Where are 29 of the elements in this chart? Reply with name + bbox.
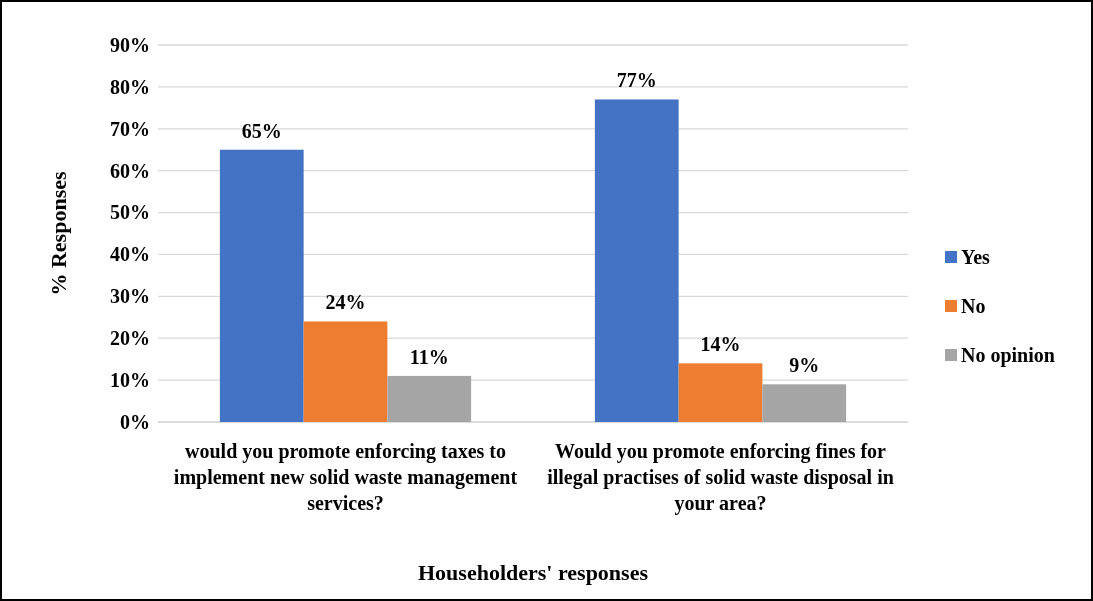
y-tick-label: 10% xyxy=(110,369,150,392)
data-label: 11% xyxy=(409,345,449,368)
legend-label: No opinion xyxy=(961,344,1055,367)
y-tick-label: 50% xyxy=(110,201,150,224)
data-label: 77% xyxy=(616,69,657,92)
x-axis-title: Householders' responses xyxy=(417,560,649,585)
legend-label: No xyxy=(961,295,986,317)
data-label: 14% xyxy=(700,333,741,356)
bar xyxy=(303,321,388,422)
y-tick-label: 70% xyxy=(110,117,150,140)
bar xyxy=(387,375,472,422)
y-tick-label: 40% xyxy=(110,243,150,266)
y-axis-title: % Responses xyxy=(46,171,71,296)
y-tick-label: 90% xyxy=(110,33,150,56)
legend-label: Yes xyxy=(961,246,991,268)
data-label: 24% xyxy=(325,291,366,314)
y-tick-label: 80% xyxy=(110,75,150,98)
bar xyxy=(762,384,847,422)
y-tick-label: 60% xyxy=(110,159,150,182)
x-tick-label: would you promote enforcing taxes to implement new solid waste management services? xyxy=(173,440,518,514)
bar xyxy=(594,99,679,422)
y-tick-label: 0% xyxy=(120,410,150,433)
bar xyxy=(219,149,304,422)
x-tick-label: Would you promote enforcing fines for illegal practises of solid waste disposal in your area? xyxy=(547,440,894,515)
bar xyxy=(678,363,763,422)
data-label: 65% xyxy=(241,119,282,142)
y-tick-label: 20% xyxy=(110,327,150,350)
y-tick-label: 30% xyxy=(110,285,150,308)
data-label: 9% xyxy=(789,354,820,377)
